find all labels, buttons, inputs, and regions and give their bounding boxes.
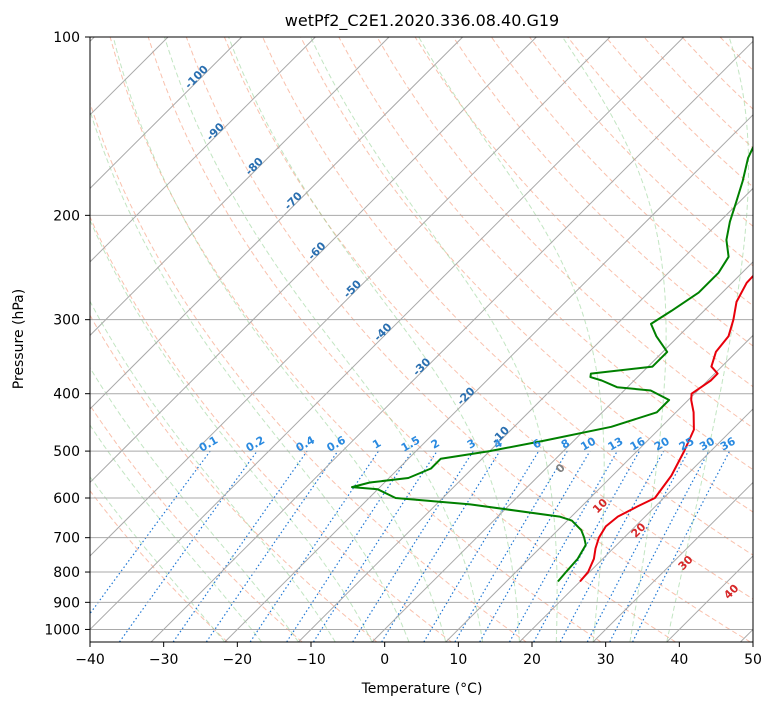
x-tick-label: 30 — [597, 652, 615, 668]
isotherm — [519, 408, 753, 642]
mixing-ratio-line — [119, 450, 258, 642]
moist-adiabat — [90, 218, 373, 642]
y-tick-label: 300 — [53, 313, 80, 329]
mixing-ratio-line — [559, 450, 665, 642]
moist-adiabat — [228, 37, 520, 642]
series-lines — [351, 145, 753, 583]
dry-adiabat — [185, 37, 751, 642]
moist-adiabats — [90, 37, 749, 642]
mixing-ratio-line — [205, 450, 339, 642]
dry-adiabat — [90, 215, 452, 642]
grid-lines — [90, 37, 753, 642]
mixing-ratio-line — [508, 450, 618, 642]
y-tick-label: 1000 — [44, 622, 80, 638]
y-tick-label: 800 — [53, 565, 80, 581]
dry-adiabat — [414, 37, 753, 388]
x-tick-label: −20 — [223, 652, 253, 668]
x-tick-label: 40 — [670, 652, 688, 668]
isotherm — [90, 37, 316, 263]
plot-area: -100-90-80-70-60-50-40-30-20-100.1 0.2 0.4… — [90, 37, 753, 642]
mixing-ratio-lines — [90, 450, 731, 642]
dry-adiabats — [90, 37, 753, 642]
y-tick-label: 600 — [53, 491, 80, 507]
moist-adiabat — [418, 37, 605, 642]
isotherm — [90, 37, 464, 410]
mixing-ratio-line — [312, 450, 438, 642]
mixing-ratio-line — [632, 450, 731, 642]
dry-adiabat — [90, 101, 527, 642]
dry-adiabat — [90, 404, 303, 642]
mixing-ratio-line — [286, 450, 413, 642]
mixing-ratio-line — [381, 450, 501, 642]
isotherm — [90, 37, 390, 337]
y-tick-label: 900 — [53, 595, 80, 611]
moist-adiabat — [90, 476, 226, 642]
moist-adiabat — [164, 37, 484, 642]
mixing-ratio-line — [533, 450, 640, 642]
dry-adiabat — [338, 37, 753, 471]
dry-adiabat — [90, 314, 378, 642]
dry-adiabat — [262, 37, 753, 556]
dry-adiabat — [147, 37, 676, 642]
isotherm — [90, 37, 243, 190]
y-tick-label: 400 — [53, 387, 80, 403]
x-tick-label: 0 — [380, 652, 389, 668]
isotherm — [592, 481, 753, 642]
isotherm — [90, 37, 685, 631]
dry-adiabat — [109, 37, 602, 642]
isotherm — [90, 37, 537, 484]
mixing-ratio-line — [249, 450, 379, 642]
y-tick-label: 200 — [53, 208, 80, 224]
plot-frame — [89, 36, 754, 643]
moist-adiabat — [310, 37, 558, 642]
isotherm — [90, 37, 611, 557]
dry-adiabat — [490, 37, 753, 307]
mixing-ratio-line — [352, 450, 474, 642]
y-tick-label: 700 — [53, 531, 80, 547]
moist-adiabat — [112, 37, 447, 642]
x-tick-label: −10 — [296, 652, 326, 668]
x-tick-label: 20 — [523, 652, 541, 668]
series-line — [351, 145, 753, 583]
isotherm — [445, 334, 753, 642]
x-tick-label: 50 — [744, 652, 762, 668]
moist-adiabat — [90, 108, 410, 642]
axes: −40 −30 −20 −10 0 10 20 30 40 50 100 200 300 400 500 60… — [44, 30, 762, 668]
isotherm — [298, 187, 753, 642]
moist-adiabat — [666, 37, 749, 642]
mixing-ratio-line — [90, 450, 211, 615]
series-line — [579, 274, 753, 583]
chart-title: wetPf2_C2E1.2020.336.08.40.G19 — [285, 11, 559, 31]
dry-adiabat — [223, 37, 753, 600]
y-axis-label: Pressure (hPa) — [11, 289, 27, 389]
moist-adiabat — [90, 300, 336, 642]
x-tick-label: −30 — [149, 652, 179, 668]
isotherm — [224, 114, 753, 642]
isotherm — [150, 40, 753, 642]
y-tick-label: 500 — [53, 444, 80, 460]
x-axis-label: Temperature (°C) — [361, 681, 483, 697]
moist-adiabat — [562, 37, 667, 642]
x-tick-label: −40 — [75, 652, 105, 668]
y-tick-label: 100 — [53, 30, 80, 46]
x-tick-label: 10 — [449, 652, 467, 668]
dry-adiabat — [90, 489, 228, 642]
moist-adiabat — [90, 424, 262, 642]
isotherm — [371, 261, 753, 642]
mixing-ratio-line — [172, 450, 308, 642]
